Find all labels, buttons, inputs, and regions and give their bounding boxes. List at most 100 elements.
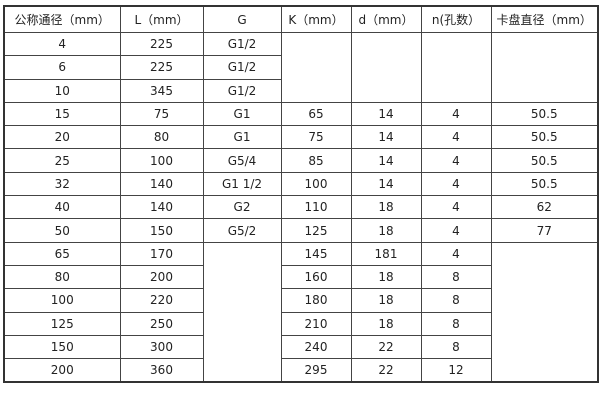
cell-length: 250 [119,311,204,336]
cell-n-holes: 8 [420,264,492,290]
cell-k: 110 [280,195,352,220]
cell-d: 14 [350,148,422,173]
cell-length: 140 [119,195,204,220]
table-row: 32 140 G1 1/2 100 14 4 50.5 [3,171,599,197]
cell-nominal-diameter: 65 [3,241,121,266]
cell-thread-g: G2 [202,195,282,220]
header-clamp-diameter: 卡盘直径（mm） [490,5,599,33]
cell-clamp-diameter: 50.5 [490,125,599,150]
cell-length: 360 [119,358,204,383]
cell-k: 180 [280,288,352,313]
table-row: 125 250 210 18 8 [3,311,598,336]
cell-nominal-diameter: 15 [3,101,121,127]
table-row: 50 150 G5/2 125 18 4 77 [3,218,599,243]
cell-clamp-diameter: 50.5 [490,171,599,197]
cell-thread-g: G1/2 [202,78,282,103]
cell-n-holes: 4 [420,125,492,150]
cell-nominal-diameter: 10 [3,78,121,103]
cell-thread-g: G1 1/2 [202,171,282,197]
cell-k: 100 [280,171,352,197]
cell-d: 22 [350,358,422,383]
table-row: 80 200 160 18 8 [3,264,598,290]
cell-thread-g: G5/2 [202,218,282,243]
table-row: 4 225 G1/2 [3,31,599,103]
cell-thread-g: G1 [202,125,282,150]
cell-nominal-diameter: 50 [3,218,121,243]
cell-d: 14 [350,171,422,197]
cell-length: 200 [119,264,204,290]
table-row: 25 100 G5/4 85 14 4 50.5 [3,148,599,173]
cell-clamp-diameter: 50.5 [490,101,599,127]
cell-k: 125 [280,218,352,243]
cell-length: 220 [119,288,204,313]
cell-n-holes: 12 [420,358,492,383]
cell-k: 85 [280,148,352,173]
header-d: d（mm） [350,5,422,33]
table-row: 15 75 G1 65 14 4 50.5 [3,101,599,127]
cell-length: 150 [119,218,204,243]
cell-nominal-diameter: 6 [3,55,121,80]
cell-d: 18 [350,264,422,290]
cell-length: 80 [119,125,204,150]
cell-n-holes: 8 [420,334,492,360]
cell-nominal-diameter: 4 [3,31,121,57]
table-row: 65 170 145 181 4 [3,241,599,383]
header-k: K（mm） [280,5,352,33]
header-n-holes: n(孔数） [420,5,492,33]
cell-n-holes: 4 [420,148,492,173]
cell-n-holes [420,32,492,103]
cell-d: 18 [350,288,422,313]
cell-d: 18 [350,311,422,336]
cell-k: 65 [280,101,352,127]
cell-thread-g: G1 [202,101,282,127]
table-row: 20 80 G1 75 14 4 50.5 [3,125,599,150]
cell-d: 18 [350,195,422,220]
cell-thread-g: G5/4 [202,148,282,173]
cell-k: 160 [280,264,352,290]
cell-length: 100 [119,148,204,173]
cell-nominal-diameter: 32 [3,171,121,197]
table-body: 4 225 G1/2 6 225 G1/2 10 345 G1/2 15 75 G1 65 14 4 50.5… [3,31,599,383]
cell-clamp-diameter [490,241,599,383]
cell-length: 140 [119,171,204,197]
cell-n-holes: 8 [420,288,492,313]
cell-n-holes: 4 [420,195,492,220]
cell-nominal-diameter: 125 [3,311,121,336]
cell-d: 181 [350,241,422,266]
cell-length: 300 [119,334,204,360]
cell-clamp-diameter: 50.5 [490,148,599,173]
cell-thread-g [202,241,282,383]
cell-nominal-diameter: 20 [3,125,121,150]
cell-clamp-diameter: 62 [490,195,599,220]
cell-k: 75 [280,125,352,150]
header-nominal-diameter: 公称通径（mm） [3,5,121,33]
header-length: L（mm） [119,5,204,33]
cell-n-holes: 4 [420,101,492,127]
cell-length: 75 [119,101,204,127]
cell-n-holes: 4 [420,218,492,243]
cell-thread-g: G1/2 [202,55,282,80]
cell-k: 240 [280,334,352,360]
cell-length: 345 [119,78,204,103]
cell-d: 18 [350,218,422,243]
cell-k: 295 [280,358,352,383]
cell-d: 22 [350,334,422,360]
cell-k: 145 [280,241,352,266]
cell-length: 225 [119,31,204,57]
cell-thread-g: G1/2 [202,31,282,57]
table-row: 6 225 G1/2 [3,55,598,80]
header-thread-g: G [202,5,282,33]
cell-d: 14 [350,125,422,150]
cell-d: 14 [350,101,422,127]
table-row: 40 140 G2 110 18 4 62 [3,195,599,220]
cell-length: 225 [119,55,204,80]
cell-nominal-diameter: 80 [3,264,121,290]
cell-length: 170 [119,241,204,266]
cell-clamp-diameter: 77 [490,218,599,243]
cell-d [350,32,422,103]
table-row: 200 360 295 22 12 [3,358,598,383]
cell-nominal-diameter: 100 [3,288,121,313]
table-row: 150 300 240 22 8 [3,334,598,360]
cell-n-holes: 4 [420,241,492,266]
